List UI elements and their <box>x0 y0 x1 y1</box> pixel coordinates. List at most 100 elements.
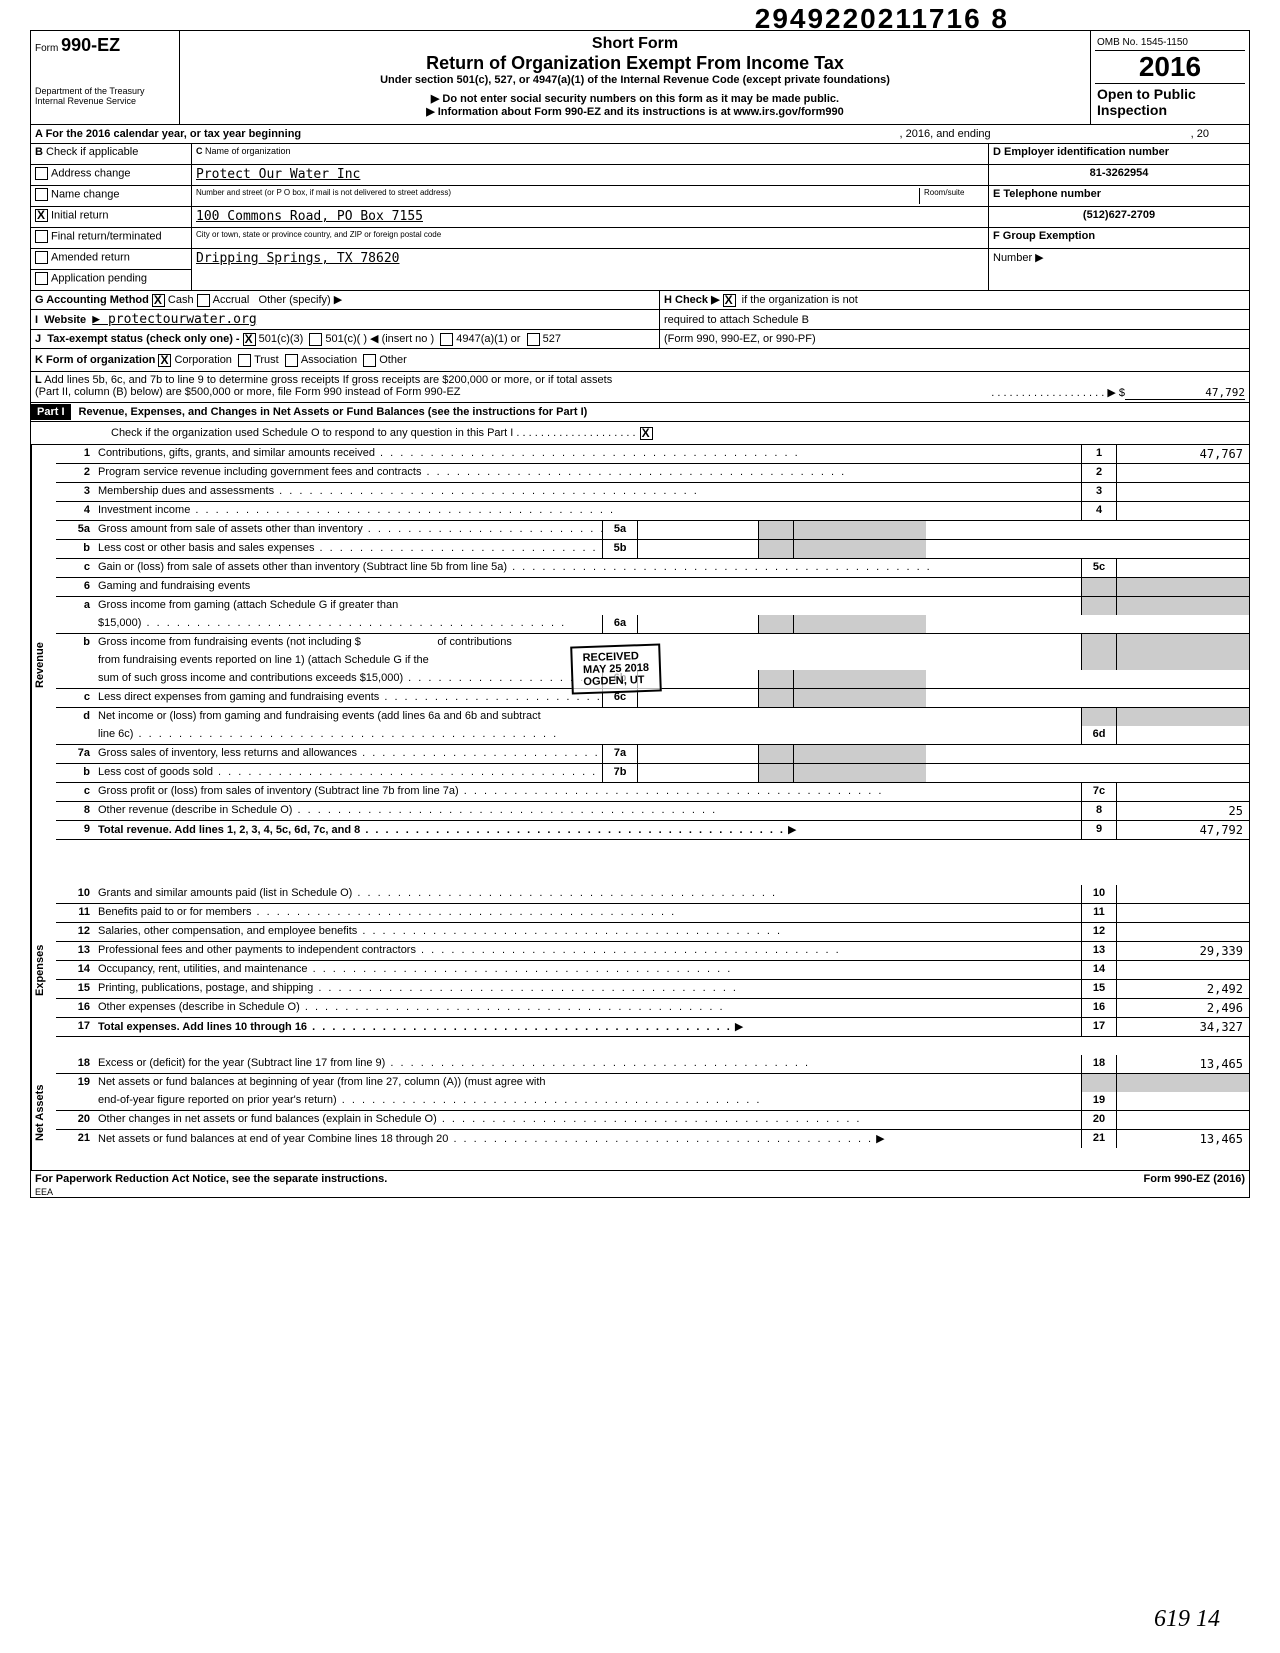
501c3-checkbox[interactable] <box>243 333 256 346</box>
line-21-desc: Net assets or fund balances at end of ye… <box>98 1133 873 1145</box>
line-19-amount <box>1116 1092 1249 1110</box>
line-9-arrow: ▶ <box>788 824 796 836</box>
tax-exempt-label: Tax-exempt status (check only one) - <box>47 333 239 345</box>
accrual-checkbox[interactable] <box>197 294 210 307</box>
form-number: 990-EZ <box>61 35 120 55</box>
part1-title: Revenue, Expenses, and Changes in Net As… <box>71 404 596 420</box>
line-3-amount <box>1116 483 1249 501</box>
address-change-checkbox[interactable] <box>35 167 48 180</box>
street-address: 100 Commons Road, PO Box 7155 <box>196 209 423 224</box>
line-1-desc: Contributions, gifts, grants, and simila… <box>94 445 1081 463</box>
line-6d-desc2: line 6c) <box>94 726 1081 744</box>
line-13-amount: 29,339 <box>1116 942 1249 960</box>
line-6a-desc2: $15,000) <box>98 617 566 629</box>
amended-label: Amended return <box>51 251 130 263</box>
line-7c-prefix: c <box>56 783 94 801</box>
room-label: Room/suite <box>919 188 984 204</box>
line-5b-prefix: b <box>56 540 94 558</box>
other-org-checkbox[interactable] <box>363 354 376 367</box>
501c-checkbox[interactable] <box>309 333 322 346</box>
line-11-desc: Benefits paid to or for members <box>94 904 1081 922</box>
phone-label: E Telephone number <box>993 188 1101 200</box>
line-6c-prefix: c <box>56 689 94 707</box>
line-5a-desc: Gross amount from sale of assets other t… <box>98 523 602 535</box>
line-2-desc: Program service revenue including govern… <box>94 464 1081 482</box>
line-21-arrow: ▶ <box>876 1133 884 1145</box>
section-i-label: I <box>35 314 38 326</box>
section-j-label: J <box>35 333 41 345</box>
line-6a-box: 6a <box>602 615 637 633</box>
final-return-checkbox[interactable] <box>35 230 48 243</box>
corp-checkbox[interactable] <box>158 354 171 367</box>
line-1-amount: 47,767 <box>1116 445 1249 463</box>
schedule-o-checkbox[interactable] <box>640 427 653 440</box>
line-6d-amount <box>1116 726 1249 744</box>
form-reference: Form 990-EZ (2016) <box>1144 1173 1245 1185</box>
schedule-b-checkbox[interactable] <box>723 294 736 307</box>
name-change-checkbox[interactable] <box>35 188 48 201</box>
line-11-amount <box>1116 904 1249 922</box>
assoc-checkbox[interactable] <box>285 354 298 367</box>
line-6d-prefix: d <box>56 708 94 726</box>
handwritten-note: 619 14 <box>1154 1606 1220 1633</box>
net-assets-section-label: Net Assets <box>31 1055 56 1170</box>
line-14-desc: Occupancy, rent, utilities, and maintena… <box>94 961 1081 979</box>
line-9-amount: 47,792 <box>1116 821 1249 839</box>
part1-check-text: Check if the organization used Schedule … <box>111 427 636 439</box>
line-8-desc: Other revenue (describe in Schedule O) <box>94 802 1081 820</box>
phone-value: (512)627-2709 <box>989 207 1249 228</box>
4947-checkbox[interactable] <box>440 333 453 346</box>
cash-checkbox[interactable] <box>152 294 165 307</box>
application-checkbox[interactable] <box>35 272 48 285</box>
line-15-desc: Printing, publications, postage, and shi… <box>94 980 1081 998</box>
line-6b-desc4: sum of such gross income and contributio… <box>98 672 602 684</box>
amended-checkbox[interactable] <box>35 251 48 264</box>
application-label: Application pending <box>51 272 147 284</box>
revenue-section-label: Revenue <box>31 445 56 885</box>
trust-checkbox[interactable] <box>238 354 251 367</box>
line-20-desc: Other changes in net assets or fund bala… <box>94 1111 1081 1129</box>
line-7c-amount <box>1116 783 1249 801</box>
initial-return-label: Initial return <box>51 209 108 221</box>
501c3-label: 501(c)(3) <box>259 333 304 345</box>
line-6b-desc: Gross income from fundraising events (no… <box>98 636 361 648</box>
line-17-amount: 34,327 <box>1116 1018 1249 1036</box>
org-name-label: Name of organization <box>205 146 291 156</box>
line-13-desc: Professional fees and other payments to … <box>94 942 1081 960</box>
527-checkbox[interactable] <box>527 333 540 346</box>
gross-receipts-amount: 47,792 <box>1125 386 1245 400</box>
line-12-amount <box>1116 923 1249 941</box>
section-l-text1: Add lines 5b, 6c, and 7b to line 9 to de… <box>44 374 612 386</box>
line-5c-desc: Gain or (loss) from sale of assets other… <box>94 559 1081 577</box>
form-header: Form 990-EZ Department of the Treasury I… <box>31 31 1249 125</box>
omb-number: OMB No. 1545-1150 <box>1095 35 1245 51</box>
initial-return-checkbox[interactable] <box>35 209 48 222</box>
line-5c-prefix: c <box>56 559 94 577</box>
line-9-desc: Total revenue. Add lines 1, 2, 3, 4, 5c,… <box>98 824 785 836</box>
4947-label: 4947(a)(1) or <box>456 333 520 345</box>
line-5b-desc: Less cost or other basis and sales expen… <box>98 542 602 554</box>
line-6b-prefix: b <box>56 634 94 652</box>
line-18-desc: Excess or (deficit) for the year (Subtra… <box>94 1055 1081 1073</box>
other-org-label: Other <box>379 354 407 366</box>
line-7b-box: 7b <box>602 764 637 782</box>
line-6b-desc2: of contributions <box>437 636 512 648</box>
line-16-desc: Other expenses (describe in Schedule O) <box>94 999 1081 1017</box>
open-public-label: Open to Public <box>1097 86 1243 102</box>
street-label: Number and street (or P O box, if mail i… <box>196 188 919 204</box>
subtitle: Under section 501(c), 527, or 4947(a)(1)… <box>184 74 1086 86</box>
line-7c-desc: Gross profit or (loss) from sales of inv… <box>94 783 1081 801</box>
section-l-label: L <box>35 374 42 386</box>
line-5b-box: 5b <box>602 540 637 558</box>
website-value: ▶ protectourwater.org <box>92 312 256 327</box>
accounting-label: G Accounting Method <box>35 294 149 306</box>
assoc-label: Association <box>301 354 357 366</box>
schedule-b-text1: if the organization is not <box>742 294 858 306</box>
line-16-amount: 2,496 <box>1116 999 1249 1017</box>
line-18-amount: 13,465 <box>1116 1055 1249 1073</box>
trust-label: Trust <box>254 354 279 366</box>
line-6d-desc: Net income or (loss) from gaming and fun… <box>94 708 1081 726</box>
title-main: Return of Organization Exempt From Incom… <box>184 53 1086 74</box>
irs-label: Internal Revenue Service <box>35 96 175 106</box>
section-h-label: H Check ▶ <box>664 294 720 306</box>
